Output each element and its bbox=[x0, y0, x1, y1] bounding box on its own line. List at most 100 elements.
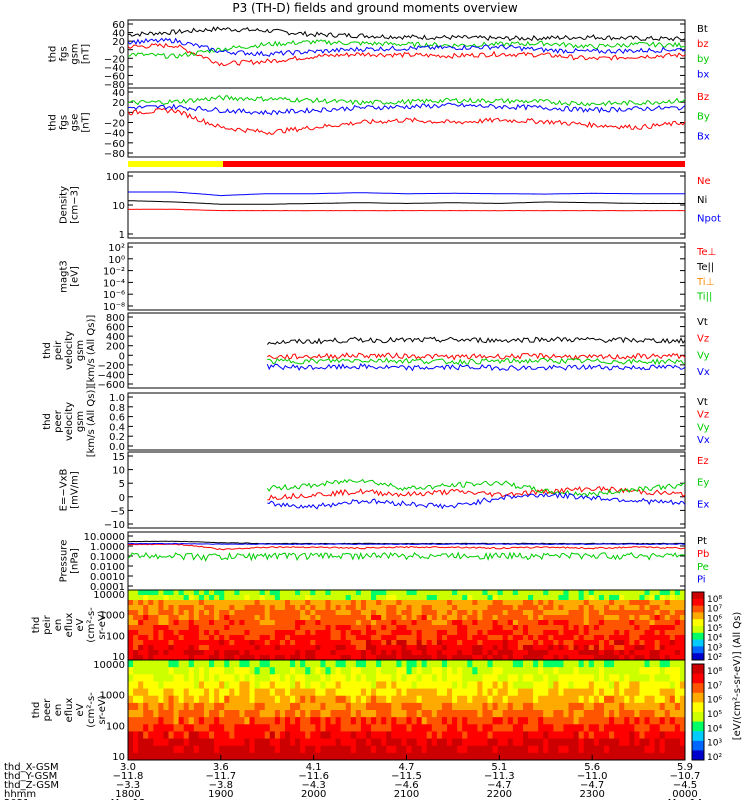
series-line-Vx bbox=[266, 363, 686, 372]
spectrogram-cell bbox=[452, 645, 458, 651]
spectrogram-cell bbox=[482, 595, 489, 601]
spectrogram-cell bbox=[654, 600, 661, 606]
spectrogram-cell bbox=[431, 702, 438, 711]
spectrogram-cell bbox=[558, 600, 564, 606]
spectrogram-cell bbox=[426, 674, 433, 682]
spectrogram-cell bbox=[507, 710, 514, 718]
spectrogram-cell bbox=[203, 615, 210, 621]
spectrogram-cell bbox=[178, 695, 185, 704]
ephemeris-time: 1800 bbox=[115, 789, 140, 800]
spectrogram-cell bbox=[350, 625, 357, 631]
spectrogram-cell bbox=[502, 731, 509, 740]
spectrogram-cell bbox=[269, 695, 276, 704]
spectrogram-cell bbox=[340, 745, 347, 754]
spectrogram-cell bbox=[391, 605, 397, 611]
spectrogram-cell bbox=[472, 630, 478, 636]
spectrogram-cell bbox=[674, 710, 681, 718]
spectrogram-cell bbox=[538, 610, 544, 616]
spectrogram-cell bbox=[538, 717, 544, 725]
spectrogram-cell bbox=[249, 667, 256, 675]
spectrogram-cell bbox=[310, 630, 316, 636]
spectrogram-cell bbox=[462, 605, 468, 611]
spectrogram-cell bbox=[239, 745, 245, 754]
spectrogram-cell bbox=[421, 717, 428, 725]
spectrogram-cell bbox=[679, 660, 686, 668]
spectrogram-cell bbox=[350, 731, 357, 740]
spectrogram-cell bbox=[416, 724, 423, 732]
spectrogram-cell bbox=[497, 645, 504, 651]
spectrogram-cell bbox=[269, 640, 276, 646]
spectrogram-cell bbox=[330, 681, 337, 690]
spectrogram-cell bbox=[457, 635, 463, 641]
spectrogram-cell bbox=[148, 688, 154, 697]
spectrogram-cell bbox=[300, 702, 306, 711]
spectrogram-cell bbox=[639, 610, 645, 616]
spectrogram-cell bbox=[274, 738, 281, 747]
spectrogram-cell bbox=[178, 610, 185, 616]
spectrogram-cell bbox=[563, 667, 570, 675]
spectrogram-cell bbox=[543, 731, 549, 740]
spectrogram-cell bbox=[239, 655, 245, 661]
spectrogram-cell bbox=[619, 655, 625, 661]
spectrogram-cell bbox=[396, 667, 402, 675]
spectrogram-cell bbox=[234, 731, 240, 740]
spectrogram-cell bbox=[593, 645, 600, 651]
spectrogram-cell bbox=[619, 731, 625, 740]
spectrogram-cell bbox=[249, 655, 256, 661]
spectrogram-cell bbox=[168, 724, 175, 732]
spectrogram-cell bbox=[335, 745, 342, 754]
y-tick-label: −80 bbox=[104, 80, 125, 91]
spectrogram-cell bbox=[528, 738, 534, 747]
spectrogram-cell bbox=[664, 688, 671, 697]
spectrogram-cell bbox=[188, 625, 195, 631]
spectrogram-cell bbox=[128, 702, 134, 711]
spectrogram-cell bbox=[193, 645, 200, 651]
spectrogram-cell bbox=[467, 731, 473, 740]
spectrogram-cell bbox=[664, 600, 671, 606]
spectrogram-cell bbox=[381, 738, 387, 747]
spectrogram-cell bbox=[573, 590, 580, 596]
spectrogram-cell bbox=[502, 752, 509, 761]
spectrogram-cell bbox=[401, 717, 407, 725]
spectrogram-cell bbox=[183, 667, 190, 675]
spectrogram-cell bbox=[568, 595, 575, 601]
spectrogram-cell bbox=[188, 710, 195, 718]
spectrogram-cell bbox=[517, 660, 524, 668]
spectrogram-cell bbox=[674, 630, 681, 636]
spectrogram-cell bbox=[244, 731, 251, 740]
spectrogram-cell bbox=[533, 710, 539, 718]
spectrogram-cell bbox=[163, 660, 170, 668]
spectrogram-cell bbox=[548, 702, 554, 711]
spectrogram-cell bbox=[517, 615, 524, 621]
spectrogram-cell bbox=[558, 695, 564, 704]
spectrogram-cell bbox=[138, 667, 144, 675]
spectrogram-cell bbox=[335, 695, 342, 704]
y-axis-label: thdpeirenefluxeV(cm²-s-sr-eV) bbox=[31, 607, 108, 643]
spectrogram-cell bbox=[573, 630, 580, 636]
spectrogram-cell bbox=[148, 590, 154, 596]
spectrogram-cell bbox=[325, 590, 332, 596]
spectrogram-cell bbox=[224, 724, 230, 732]
spectrogram-cell bbox=[583, 655, 590, 661]
panel-peir-velocity: 8006004002000−200−400−600thdpeirvelocity… bbox=[42, 312, 710, 391]
spectrogram-cell bbox=[396, 717, 402, 725]
spectrogram-cell bbox=[588, 635, 595, 641]
spectrogram-cell bbox=[598, 738, 605, 747]
spectrogram-cell bbox=[183, 590, 190, 596]
spectrogram-cell bbox=[467, 717, 473, 725]
spectrogram-cell bbox=[219, 650, 225, 656]
spectrogram-cell bbox=[284, 752, 291, 761]
spectrogram-cell bbox=[553, 600, 559, 606]
spectrogram-cell bbox=[183, 702, 190, 711]
spectrogram-cell bbox=[563, 620, 570, 626]
spectrogram-cell bbox=[431, 600, 438, 606]
spectrogram-cell bbox=[315, 640, 321, 646]
spectrogram-cell bbox=[310, 605, 316, 611]
spectrogram-cell bbox=[320, 590, 326, 596]
spectrogram-cell bbox=[229, 745, 235, 754]
spectrogram-cell bbox=[376, 635, 382, 641]
spectrogram-cell bbox=[391, 752, 397, 761]
spectrogram-cell bbox=[568, 702, 575, 711]
spectrogram-cell bbox=[128, 688, 134, 697]
